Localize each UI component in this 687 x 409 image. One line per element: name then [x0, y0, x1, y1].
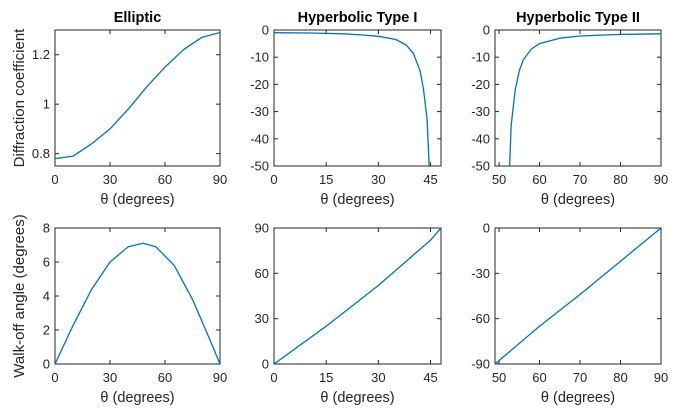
- y-tick-label: 60: [255, 266, 269, 281]
- y-tick-label: 0: [483, 221, 490, 236]
- x-tick-label: 80: [613, 172, 627, 187]
- y-tick-label: -20: [250, 77, 269, 92]
- x-tick-label: 70: [573, 370, 587, 385]
- series-line: [55, 31, 220, 160]
- subplot-2: 0 15 30 45 -50 -40 -30 -20 -10 0 Hyperbolic Type I…: [250, 10, 442, 208]
- y-tick-label: 4: [43, 289, 50, 304]
- y-tick-label: 1.2: [32, 47, 50, 62]
- x-tick-label: 50: [492, 172, 506, 187]
- subplot-1: 0 30 60 90 0.8 1 1.2 Elliptic θ (degrees): [32, 10, 227, 208]
- subplot-6: 50 60 70 80 90 -90 -60 -30 0 θ (degrees): [471, 221, 668, 407]
- y-tick-label: 8: [43, 221, 50, 236]
- axes-box: [273, 227, 442, 365]
- series-line: [274, 228, 441, 364]
- series-line: [508, 33, 661, 166]
- subplot-4: 0 30 60 90 0 2 4 6 8 θ (degrees): [43, 221, 227, 407]
- x-tick-label: 90: [213, 370, 227, 385]
- axes-box: [54, 227, 221, 365]
- x-tick-label: 30: [103, 370, 117, 385]
- y-tick-label: -30: [471, 266, 490, 281]
- x-tick-label: 60: [532, 370, 546, 385]
- y-tick-label: -50: [471, 159, 490, 174]
- x-tick-label: 30: [103, 172, 117, 187]
- series-line: [55, 242, 220, 364]
- x-tick-label: 30: [371, 172, 385, 187]
- axes-box: [494, 227, 662, 365]
- y-tick-label: 0: [483, 23, 490, 38]
- x-axis-label: θ (degrees): [541, 390, 615, 406]
- subplot-3: 50 60 70 80 90 -50 -40 -30 -20 -10 0 Hyperbolic Typ…: [471, 10, 668, 208]
- y-tick-label: 0: [262, 357, 269, 372]
- y-tick-label: -90: [471, 357, 490, 372]
- axes-box: [494, 29, 662, 167]
- x-tick-label: 60: [158, 172, 172, 187]
- x-axis-label: θ (degrees): [100, 192, 174, 208]
- x-axis-label: θ (degrees): [541, 192, 615, 208]
- y-tick-label: 0: [43, 357, 50, 372]
- panel-title: Hyperbolic Type I: [298, 10, 418, 26]
- x-tick-label: 15: [319, 172, 333, 187]
- x-tick-label: 90: [213, 172, 227, 187]
- x-tick-label: 90: [654, 370, 668, 385]
- x-axis-label: θ (degrees): [320, 192, 394, 208]
- x-tick-label: 60: [532, 172, 546, 187]
- y-tick-label: -10: [250, 50, 269, 65]
- panel-title: Hyperbolic Type II: [516, 10, 640, 26]
- y-tick-label: -40: [250, 131, 269, 146]
- x-tick-label: 45: [423, 172, 437, 187]
- subplot-5: 0 15 30 45 0 30 60 90 θ (degrees): [255, 221, 442, 406]
- y-tick-label: 6: [43, 255, 50, 270]
- row-label-diffraction: Diffraction coefficient: [11, 28, 28, 168]
- x-tick-label: 30: [371, 370, 385, 385]
- y-tick-label: 1: [43, 97, 50, 112]
- y-tick-label: 0.8: [32, 146, 50, 161]
- y-tick-label: 30: [255, 311, 269, 326]
- series-line: [495, 228, 661, 364]
- y-tick-label: -30: [471, 104, 490, 119]
- x-tick-label: 0: [270, 370, 277, 385]
- panel-title: Elliptic: [114, 10, 162, 26]
- x-axis-label: θ (degrees): [100, 390, 174, 406]
- y-tick-label: -30: [250, 104, 269, 119]
- x-tick-label: 0: [270, 172, 277, 187]
- y-tick-label: -20: [471, 77, 490, 92]
- x-tick-label: 50: [492, 370, 506, 385]
- y-tick-label: 0: [262, 23, 269, 38]
- series-line: [274, 32, 430, 166]
- y-tick-label: -10: [471, 50, 490, 65]
- y-tick-label: 90: [255, 221, 269, 236]
- x-tick-label: 0: [51, 172, 58, 187]
- x-tick-label: 70: [573, 172, 587, 187]
- y-tick-label: -50: [250, 159, 269, 174]
- axes-box: [273, 29, 442, 167]
- x-tick-label: 60: [158, 370, 172, 385]
- x-tick-label: 45: [423, 370, 437, 385]
- x-axis-label: θ (degrees): [320, 390, 394, 406]
- y-tick-label: -60: [471, 311, 490, 326]
- axes-box: [54, 29, 221, 167]
- x-tick-label: 0: [51, 370, 58, 385]
- y-tick-label: 2: [43, 323, 50, 338]
- x-tick-label: 80: [613, 370, 627, 385]
- x-tick-label: 15: [319, 370, 333, 385]
- y-tick-label: -40: [471, 131, 490, 146]
- x-tick-label: 90: [654, 172, 668, 187]
- row-label-walkoff: Walk-off angle (degrees): [11, 214, 28, 377]
